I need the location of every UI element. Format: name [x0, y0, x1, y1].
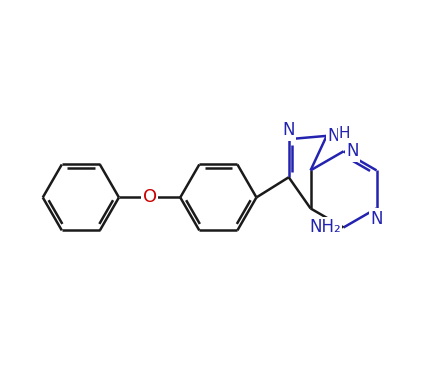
Text: N: N	[328, 127, 340, 145]
Text: N: N	[370, 210, 383, 227]
Text: O: O	[142, 188, 156, 207]
Text: N: N	[282, 121, 295, 139]
Text: H: H	[338, 126, 350, 141]
Text: NH₂: NH₂	[309, 218, 341, 236]
Text: N: N	[346, 143, 359, 160]
